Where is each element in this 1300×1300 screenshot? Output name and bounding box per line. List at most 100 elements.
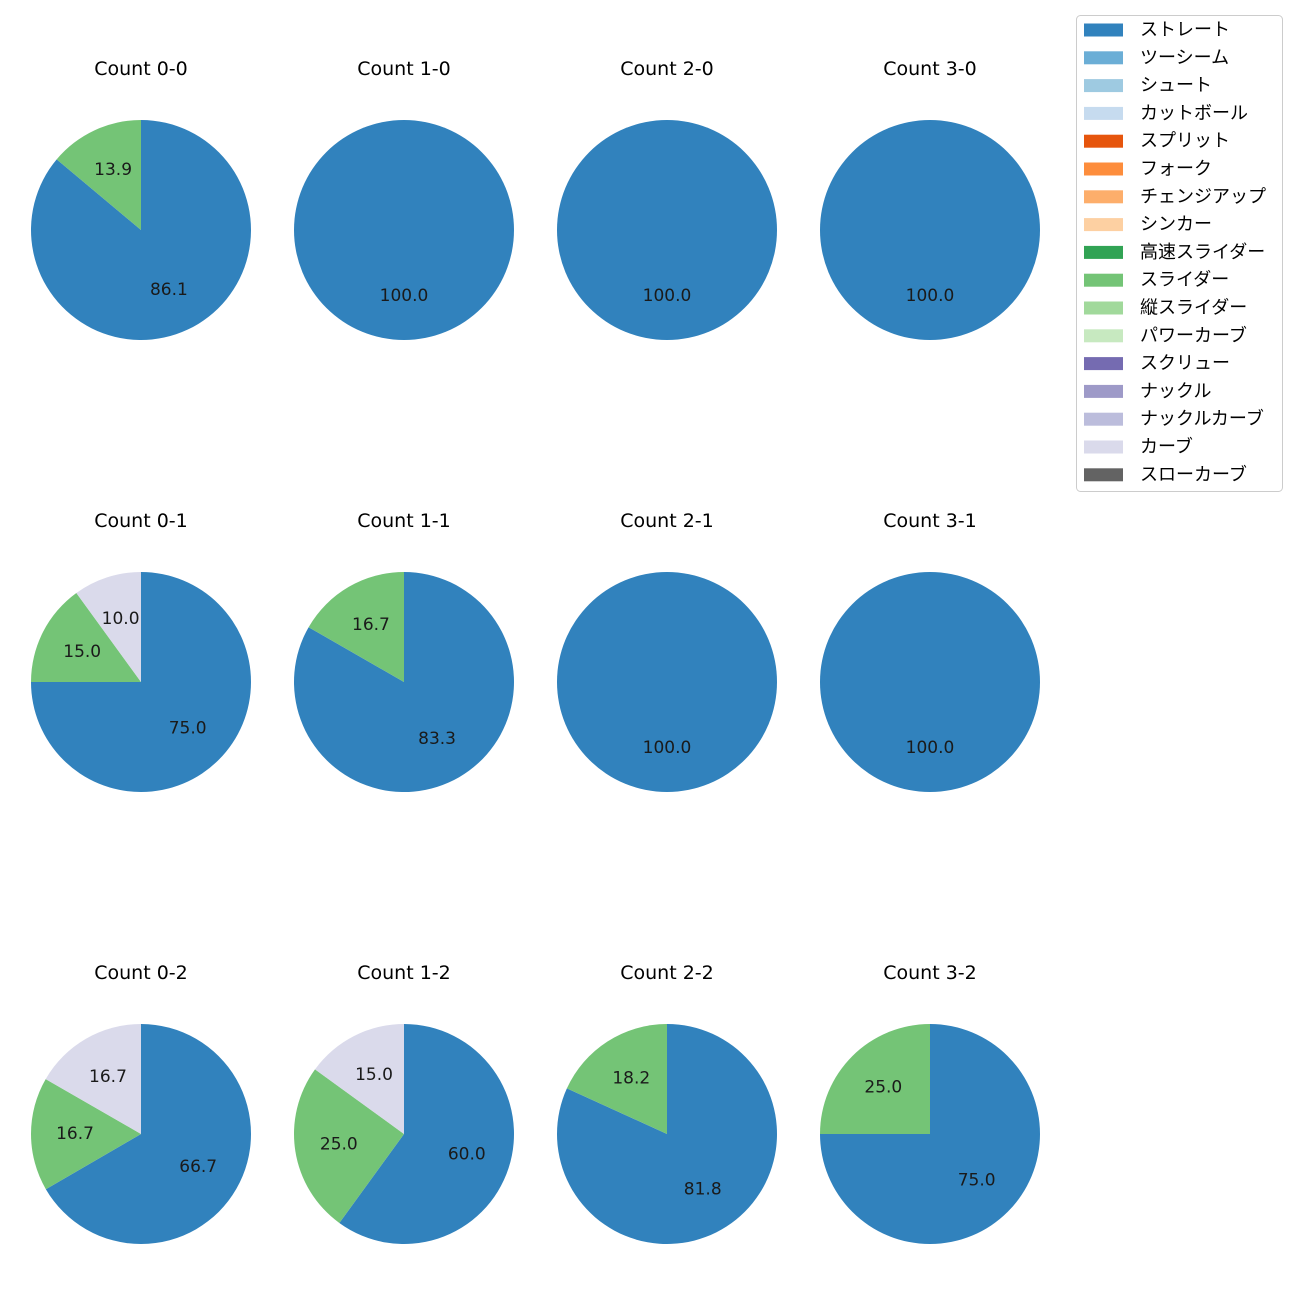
pie-chart: Count 3-2 75.0 25.0 [820,962,1040,1244]
legend-swatch [1084,23,1123,37]
slice-label: 100.0 [643,738,692,758]
pie-chart: Count 2-2 81.8 18.2 [557,962,777,1244]
legend-label: フォーク [1140,159,1212,180]
slice-label: 100.0 [906,738,955,758]
pie-slice [820,1024,930,1134]
legend-label: スクリュー [1140,353,1230,374]
legend-swatch [1084,357,1123,371]
slice-label: 16.7 [56,1124,94,1144]
legend-label: スローカーブ [1140,463,1247,485]
legend-swatch [1084,301,1123,315]
pie-title: Count 2-0 [620,58,714,80]
legend-item: フォーク [1084,159,1212,180]
pie-title: Count 1-0 [357,58,451,80]
pie-slice [308,572,404,682]
slice-label: 100.0 [906,286,955,306]
legend-item: スローカーブ [1084,463,1247,485]
slice-label: 16.7 [89,1067,127,1087]
pie-slice [30,120,251,340]
pie-title: Count 1-1 [357,510,451,532]
pie-slice [294,1069,404,1223]
legend-label: カットボール [1140,103,1248,124]
pie-chart: Count 1-1 83.3 16.7 [293,510,514,792]
legend-label: 縦スライダー [1140,298,1247,319]
legend-swatch [1084,106,1123,120]
pie-slice [294,120,514,340]
pie-chart: Count 2-1 100.0 [557,510,777,792]
slice-label: 25.0 [320,1134,358,1154]
slice-label: 75.0 [958,1171,996,1191]
slice-label: 15.0 [63,642,101,662]
pie-slice [45,1023,141,1134]
pie-title: Count 3-2 [883,962,977,984]
legend-swatch [1084,412,1123,426]
legend-label: スライダー [1140,270,1229,291]
legend-frame [1076,15,1283,492]
legend-label: シンカー [1140,214,1212,235]
legend-swatch [1084,384,1123,398]
pie-slice [76,572,141,682]
pie-chart: Count 1-0 100.0 [294,58,514,340]
pie-slice [45,1024,251,1244]
slice-label: 10.0 [102,609,140,629]
legend-label: ストレート [1140,20,1230,41]
slice-label: 16.7 [352,615,390,635]
legend-item: スプリット [1084,131,1230,152]
legend-item: チェンジアップ [1084,186,1266,207]
pie-slice [31,593,141,682]
pie-chart: Count 0-2 66.7 16.7 16.7 [31,962,251,1244]
legend-item: シンカー [1084,214,1212,235]
legend-label: 高速スライダー [1140,242,1265,263]
pie-slice [557,572,777,792]
slice-label: 81.8 [684,1180,722,1200]
pie-slice [566,1023,667,1134]
pie-chart: Count 0-0 86.1 13.9 [30,58,251,340]
legend-swatch [1084,134,1123,148]
pie-chart: Count 3-1 100.0 [820,510,1040,792]
slice-label: 83.3 [418,729,456,749]
legend-label: パワーカーブ [1140,324,1247,346]
legend-label: ナックルカーブ [1140,408,1264,430]
slice-label: 66.7 [179,1157,217,1177]
legend-item: 高速スライダー [1084,242,1265,263]
pie-chart: Count 2-0 100.0 [557,58,777,340]
legend-item: ツーシーム [1084,47,1229,68]
legend-swatch [1084,440,1123,454]
pie-title: Count 0-2 [94,962,188,984]
legend-item: ナックル [1084,381,1211,402]
legend-item: パワーカーブ [1084,324,1247,346]
legend-swatch [1084,468,1123,482]
pie-chart: Count 0-1 75.0 15.010.0 [31,510,251,792]
legend-item: スライダー [1084,270,1229,291]
legend-swatch [1084,329,1123,343]
legend-swatch [1084,218,1123,232]
pie-slice [31,1079,142,1190]
pie-slice [293,572,514,792]
legend-item: シュート [1084,75,1212,96]
legend-label: ナックル [1140,381,1211,402]
pie-title: Count 3-0 [883,58,977,80]
slice-label: 86.1 [150,280,188,300]
pie-chart: Count 3-0 100.0 [820,58,1040,340]
pie-title: Count 2-2 [620,962,714,984]
legend-item: ストレート [1084,20,1230,41]
legend-swatch [1084,79,1123,93]
legend-swatch [1084,273,1123,287]
legend-item: 縦スライダー [1084,298,1247,319]
pie-title: Count 0-0 [94,58,188,80]
slice-label: 13.9 [94,160,132,180]
pie-title: Count 0-1 [94,510,188,532]
pie-chart: Count 1-2 60.0 25.0 15.0 [294,962,515,1244]
legend-swatch [1084,162,1123,176]
legend-item: ナックルカーブ [1084,408,1264,430]
pie-title: Count 2-1 [620,510,714,532]
pie-slice [315,1024,404,1134]
slice-label: 25.0 [864,1077,902,1097]
slice-label: 15.0 [355,1065,393,1085]
pie-title: Count 3-1 [883,510,977,532]
legend-label: スプリット [1140,131,1230,152]
slice-label: 60.0 [448,1144,486,1164]
legend-label: ツーシーム [1140,47,1229,68]
pie-title: Count 1-2 [357,962,451,984]
